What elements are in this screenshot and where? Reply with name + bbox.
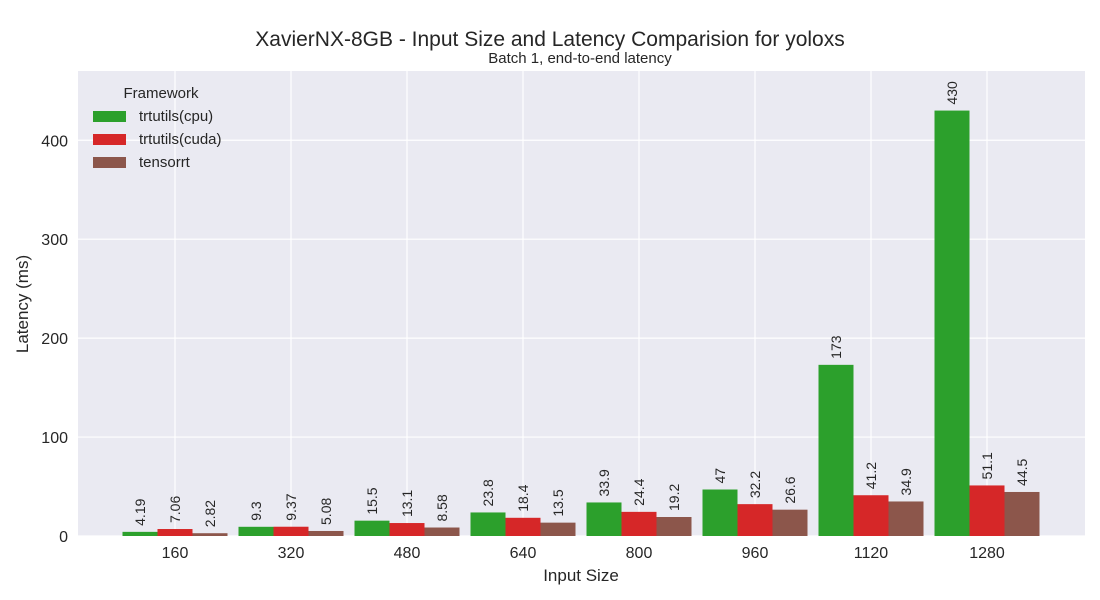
bar-value-label: 15.5 xyxy=(364,487,380,514)
bar-value-label: 34.9 xyxy=(898,468,914,495)
y-tick-label: 100 xyxy=(41,430,68,447)
x-tick-label: 800 xyxy=(626,545,653,562)
bar-trtutils(cpu) xyxy=(934,110,970,537)
x-tick-label: 160 xyxy=(162,545,189,562)
y-axis-label: Latency (ms) xyxy=(13,255,32,353)
bar-value-label: 13.1 xyxy=(399,490,415,517)
bar-value-label: 8.58 xyxy=(434,494,450,521)
bar-trtutils(cpu) xyxy=(354,520,390,536)
bar-tensorrt xyxy=(424,527,460,536)
bar-tensorrt xyxy=(540,522,576,536)
bar-tensorrt xyxy=(192,533,228,536)
chart-title: XavierNX-8GB - Input Size and Latency Co… xyxy=(255,28,844,51)
bar-tensorrt xyxy=(308,530,344,536)
bar-value-label: 51.1 xyxy=(979,452,995,479)
bar-trtutils(cuda) xyxy=(969,485,1005,536)
bar-value-label: 5.08 xyxy=(318,498,334,525)
bar-trtutils(cuda) xyxy=(621,511,657,536)
legend: Framework trtutils(cpu) trtutils(cuda) ten… xyxy=(93,85,222,171)
x-tick-label: 1120 xyxy=(854,545,889,562)
bar-value-label: 9.3 xyxy=(248,501,264,521)
legend-swatch xyxy=(93,157,126,168)
bar-tensorrt xyxy=(888,501,924,536)
bar-value-label: 19.2 xyxy=(666,484,682,511)
bar-value-label: 33.9 xyxy=(596,469,612,496)
x-tick-label: 960 xyxy=(742,545,769,562)
bar-trtutils(cuda) xyxy=(737,504,773,536)
bar-value-label: 18.4 xyxy=(515,484,531,511)
bar-value-label: 47 xyxy=(712,468,728,484)
chart-subtitle: Batch 1, end-to-end latency xyxy=(488,50,672,67)
grid xyxy=(78,71,1085,537)
bar-tensorrt xyxy=(1004,491,1040,536)
y-axis-ticks: 0 100 200 300 400 xyxy=(41,133,68,546)
x-tick-label: 480 xyxy=(394,545,421,562)
bar-trtutils(cpu) xyxy=(238,526,274,536)
bar-trtutils(cuda) xyxy=(273,526,309,536)
bar-trtutils(cuda) xyxy=(505,517,541,536)
legend-label: trtutils(cpu) xyxy=(139,108,213,125)
x-tick-label: 640 xyxy=(510,545,537,562)
bar-value-label: 23.8 xyxy=(480,479,496,506)
bar-trtutils(cuda) xyxy=(157,529,193,536)
plot-area xyxy=(78,71,1085,536)
legend-label: tensorrt xyxy=(139,154,191,171)
y-tick-label: 0 xyxy=(59,529,68,546)
x-tick-label: 1280 xyxy=(969,545,1005,562)
x-tick-label: 320 xyxy=(278,545,305,562)
bar-value-label: 41.2 xyxy=(863,462,879,489)
bar-value-label: 32.2 xyxy=(747,471,763,498)
bar-value-label: 430 xyxy=(944,81,960,105)
bar-trtutils(cpu) xyxy=(586,502,622,536)
bar-value-label: 24.4 xyxy=(631,478,647,505)
bar-trtutils(cuda) xyxy=(389,523,425,536)
bar-value-label: 13.5 xyxy=(550,489,566,516)
bar-labels: 4.19 9.3 15.5 23.8 33.9 47 173 430 7.06 9.37 13.1 1… xyxy=(132,81,1030,527)
x-axis-ticks: 160 320 480 640 800 960 1120 1280 xyxy=(162,545,1005,562)
bar-tensorrt xyxy=(656,517,692,536)
y-tick-label: 300 xyxy=(41,232,68,249)
bar-value-label: 44.5 xyxy=(1014,459,1030,486)
legend-swatch xyxy=(93,111,126,122)
y-tick-label: 200 xyxy=(41,331,68,348)
bars xyxy=(122,110,1040,537)
y-tick-label: 400 xyxy=(41,133,68,150)
legend-title: Framework xyxy=(123,85,199,102)
bar-value-label: 4.19 xyxy=(132,498,148,525)
bar-value-label: 7.06 xyxy=(167,496,183,523)
bar-value-label: 26.6 xyxy=(782,476,798,503)
bar-trtutils(cpu) xyxy=(818,364,854,536)
legend-swatch xyxy=(93,134,126,145)
x-axis-label: Input Size xyxy=(543,566,619,585)
bar-trtutils(cpu) xyxy=(470,512,506,536)
bar-trtutils(cpu) xyxy=(702,489,738,536)
bar-trtutils(cuda) xyxy=(853,495,889,536)
bar-value-label: 2.82 xyxy=(202,500,218,527)
legend-label: trtutils(cuda) xyxy=(139,131,222,148)
bar-value-label: 173 xyxy=(828,335,844,359)
bar-trtutils(cpu) xyxy=(122,531,158,536)
bar-value-label: 9.37 xyxy=(283,493,299,520)
bar-tensorrt xyxy=(772,509,808,536)
